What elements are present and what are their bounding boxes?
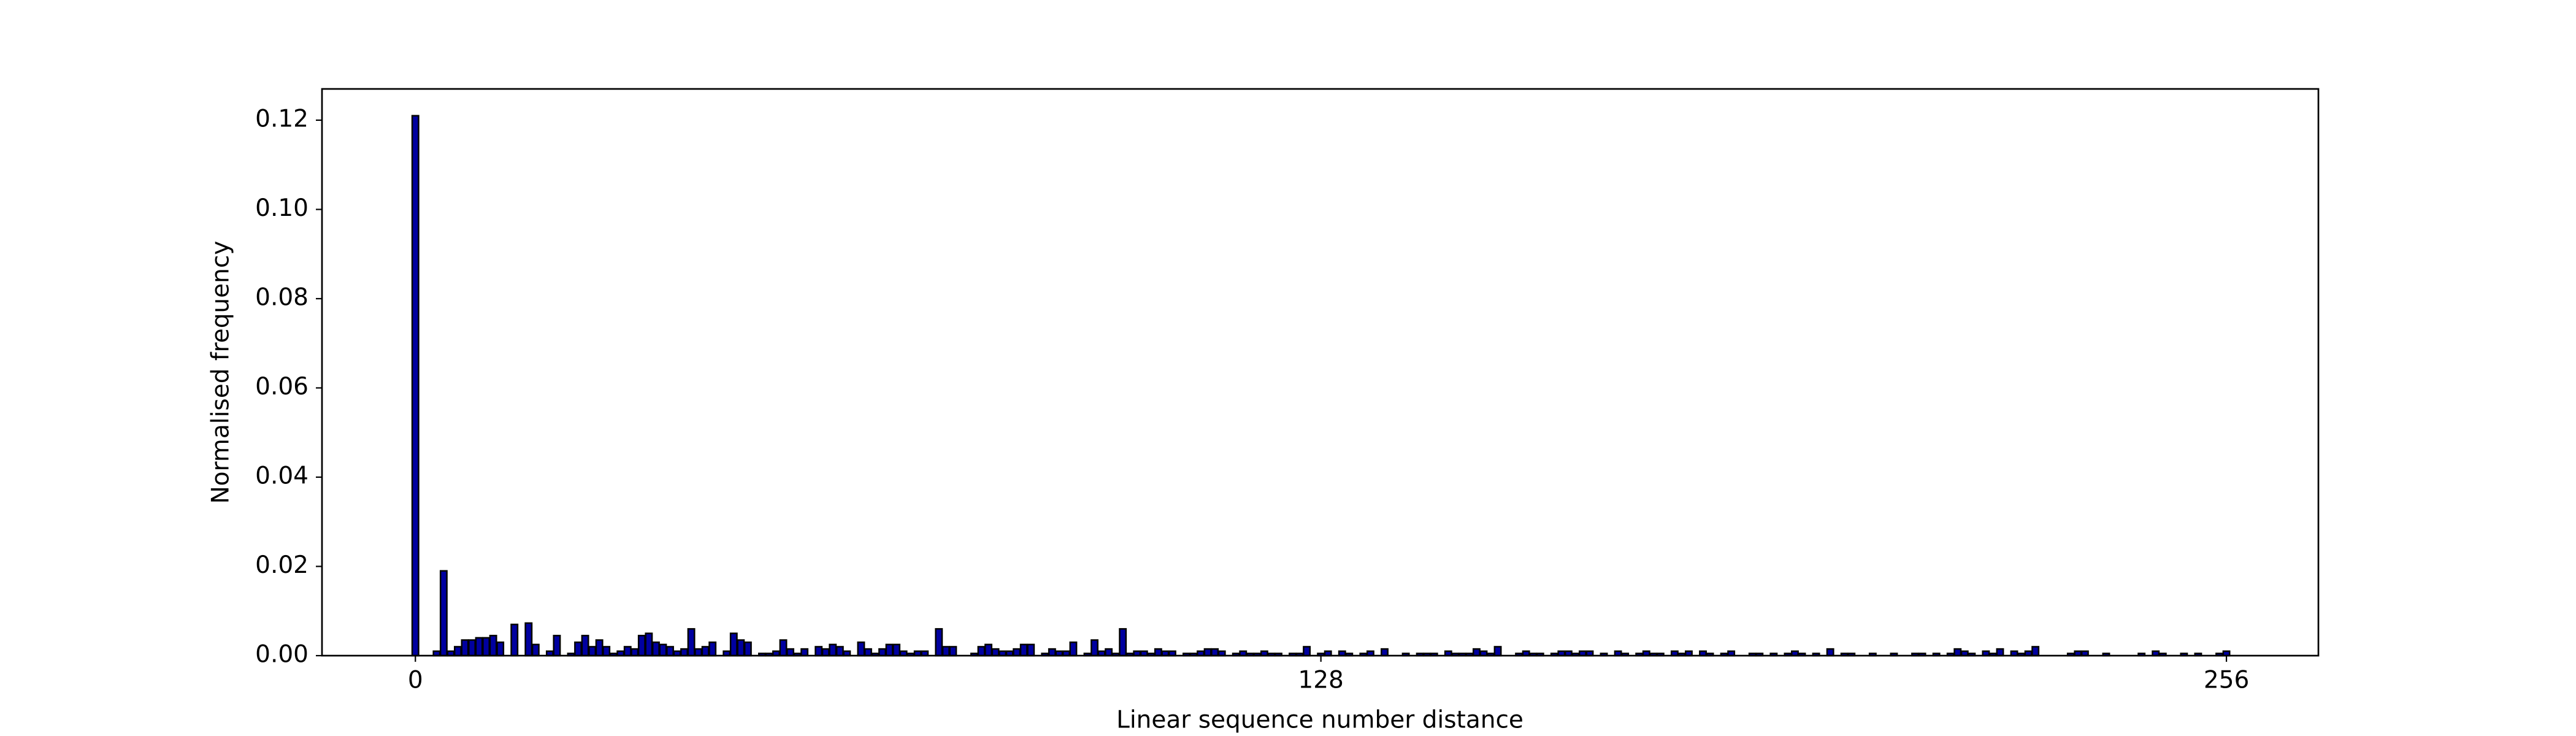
bar (637, 635, 646, 657)
bar (454, 646, 462, 657)
x-tick-label: 128 (1298, 667, 1343, 694)
bar (1826, 648, 1834, 657)
y-axis-label: Normalised frequency (207, 240, 235, 504)
bar (602, 646, 611, 657)
bar (1303, 646, 1311, 657)
y-tick-label: 0.06 (255, 373, 309, 401)
bar (461, 639, 469, 657)
bar (1953, 648, 1962, 657)
x-tick-label: 0 (408, 667, 423, 694)
bar (595, 639, 604, 657)
bar (581, 635, 589, 657)
bar (694, 648, 703, 657)
bar (829, 643, 837, 657)
bar (892, 643, 901, 657)
bar (439, 570, 448, 657)
bar (659, 643, 667, 657)
bar (878, 648, 886, 657)
bar (496, 641, 505, 657)
bar (1013, 648, 1021, 657)
bar (935, 628, 943, 657)
bar (941, 646, 950, 657)
bar (1048, 648, 1056, 657)
bar (821, 648, 830, 657)
bar (779, 639, 788, 657)
bar (510, 623, 519, 657)
bar (1472, 648, 1481, 657)
bar (885, 643, 894, 657)
bar (687, 628, 696, 657)
bar (1091, 639, 1098, 657)
x-axis-label: Linear sequence number distance (1116, 707, 1524, 734)
bar (1996, 648, 2004, 657)
bar (800, 648, 809, 657)
bar (1069, 641, 1078, 657)
bar (786, 648, 795, 657)
bar (737, 639, 745, 657)
bar (743, 641, 752, 657)
bar (531, 643, 540, 657)
bar (1019, 643, 1028, 657)
bar (864, 648, 872, 657)
bar (1027, 643, 1035, 657)
bar (574, 641, 582, 657)
bar (701, 646, 710, 657)
bar (729, 632, 738, 657)
bar (977, 646, 986, 657)
bar (468, 639, 476, 657)
bar (666, 646, 674, 657)
y-tick-label: 0.12 (255, 105, 309, 132)
bar (1211, 648, 1219, 657)
bar (708, 641, 717, 657)
bar (1119, 628, 1127, 657)
bar (631, 648, 639, 657)
bar (857, 641, 865, 657)
bar (991, 648, 1000, 657)
bar (623, 646, 632, 657)
y-tick-label: 0.10 (255, 194, 309, 222)
y-tick-label: 0.04 (255, 462, 309, 489)
y-tick-label: 0.00 (255, 641, 309, 669)
bar (1105, 648, 1113, 657)
bar (1154, 648, 1162, 657)
bar (680, 648, 689, 657)
bar (815, 646, 823, 657)
bar (553, 635, 561, 657)
plot-frame (321, 88, 2320, 657)
bar (588, 646, 597, 657)
bar (411, 115, 420, 657)
bar (949, 646, 957, 657)
bar (2031, 646, 2040, 657)
bar (984, 643, 992, 657)
bar (835, 646, 844, 657)
x-tick-label: 256 (2204, 667, 2249, 694)
bar (489, 635, 497, 657)
bar (1203, 648, 1212, 657)
bar (1381, 648, 1389, 657)
bar (1493, 646, 1502, 657)
bar (645, 632, 653, 657)
y-tick-label: 0.02 (255, 551, 309, 579)
bar (482, 637, 491, 657)
bar (475, 637, 483, 657)
bar (524, 622, 533, 657)
bar (651, 641, 660, 657)
y-tick-label: 0.08 (255, 283, 309, 311)
